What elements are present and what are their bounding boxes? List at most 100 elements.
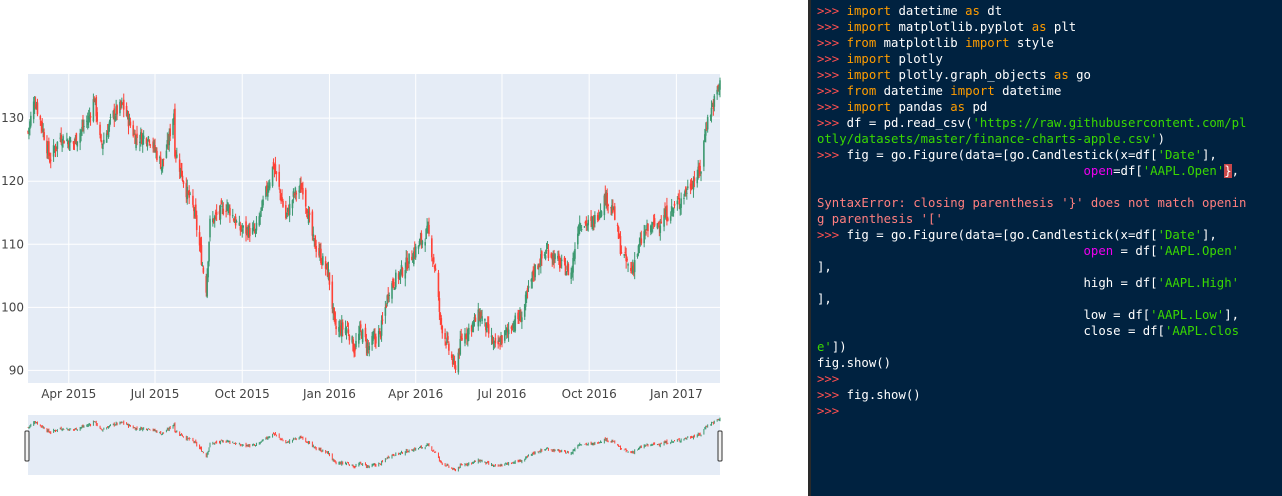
candle-increasing[interactable] bbox=[524, 291, 527, 311]
candle-increasing[interactable] bbox=[126, 110, 129, 120]
candle-increasing[interactable] bbox=[719, 77, 721, 98]
candle-increasing[interactable] bbox=[598, 212, 601, 220]
candle-increasing[interactable] bbox=[29, 119, 31, 136]
candle-decreasing[interactable] bbox=[393, 278, 395, 290]
candle-decreasing[interactable] bbox=[200, 236, 203, 266]
candle-increasing[interactable] bbox=[384, 300, 387, 324]
candle-decreasing[interactable] bbox=[279, 188, 281, 201]
candle-decreasing[interactable] bbox=[532, 266, 535, 282]
candle-increasing[interactable] bbox=[254, 228, 257, 238]
candle-increasing[interactable] bbox=[623, 253, 626, 259]
candle-increasing[interactable] bbox=[592, 216, 594, 231]
candle-increasing[interactable] bbox=[704, 128, 706, 143]
candle-decreasing[interactable] bbox=[273, 163, 276, 178]
candle-decreasing[interactable] bbox=[136, 125, 138, 146]
candle-decreasing[interactable] bbox=[39, 114, 42, 126]
candle-decreasing[interactable] bbox=[407, 261, 409, 269]
candle-increasing[interactable] bbox=[679, 203, 681, 216]
candle-decreasing[interactable] bbox=[100, 133, 102, 143]
candle-increasing[interactable] bbox=[697, 160, 699, 180]
candle-increasing[interactable] bbox=[686, 179, 689, 190]
candle-decreasing[interactable] bbox=[618, 233, 621, 239]
candle-decreasing[interactable] bbox=[280, 192, 282, 204]
candle-decreasing[interactable] bbox=[152, 137, 154, 153]
candle-increasing[interactable] bbox=[94, 98, 97, 106]
candle-decreasing[interactable] bbox=[584, 220, 587, 226]
candle-increasing[interactable] bbox=[686, 188, 688, 200]
candle-decreasing[interactable] bbox=[214, 209, 217, 220]
candle-decreasing[interactable] bbox=[626, 256, 628, 263]
candle-decreasing[interactable] bbox=[127, 110, 130, 135]
candle-increasing[interactable] bbox=[452, 354, 455, 365]
candle-increasing[interactable] bbox=[56, 141, 59, 158]
candle-decreasing[interactable] bbox=[693, 170, 696, 188]
candle-decreasing[interactable] bbox=[116, 104, 118, 121]
candle-increasing[interactable] bbox=[523, 303, 526, 320]
candle-increasing[interactable] bbox=[481, 309, 483, 325]
candle-increasing[interactable] bbox=[260, 207, 262, 217]
candle-increasing[interactable] bbox=[663, 208, 665, 232]
candle-decreasing[interactable] bbox=[193, 204, 195, 219]
candle-decreasing[interactable] bbox=[539, 258, 541, 268]
candle-decreasing[interactable] bbox=[169, 123, 171, 142]
candle-increasing[interactable] bbox=[32, 96, 35, 124]
candle-decreasing[interactable] bbox=[132, 120, 135, 138]
candle-decreasing[interactable] bbox=[314, 234, 317, 249]
candle-decreasing[interactable] bbox=[411, 250, 413, 261]
candle-increasing[interactable] bbox=[386, 294, 389, 307]
candle-increasing[interactable] bbox=[479, 308, 481, 327]
candle-decreasing[interactable] bbox=[551, 252, 554, 267]
candle-increasing[interactable] bbox=[399, 269, 402, 284]
candle-decreasing[interactable] bbox=[563, 255, 566, 266]
candle-decreasing[interactable] bbox=[234, 213, 237, 229]
candle-decreasing[interactable] bbox=[46, 135, 48, 159]
candle-increasing[interactable] bbox=[307, 205, 310, 225]
candle-increasing[interactable] bbox=[105, 130, 108, 143]
candle-increasing[interactable] bbox=[139, 134, 141, 152]
candle-increasing[interactable] bbox=[504, 330, 506, 344]
candle-decreasing[interactable] bbox=[624, 246, 627, 256]
candle-increasing[interactable] bbox=[704, 122, 707, 143]
candle-increasing[interactable] bbox=[179, 167, 182, 179]
candle-decreasing[interactable] bbox=[511, 323, 514, 331]
candle-increasing[interactable] bbox=[147, 135, 150, 142]
candle-decreasing[interactable] bbox=[486, 316, 489, 328]
candle-increasing[interactable] bbox=[421, 239, 424, 249]
candle-decreasing[interactable] bbox=[470, 324, 473, 337]
candle-decreasing[interactable] bbox=[607, 203, 609, 214]
candle-increasing[interactable] bbox=[684, 189, 686, 197]
range-slider-background[interactable] bbox=[28, 415, 720, 475]
candle-increasing[interactable] bbox=[560, 254, 563, 269]
candle-decreasing[interactable] bbox=[140, 129, 143, 145]
candle-decreasing[interactable] bbox=[440, 315, 443, 330]
candle-decreasing[interactable] bbox=[466, 327, 468, 345]
candle-decreasing[interactable] bbox=[506, 323, 509, 338]
candle-increasing[interactable] bbox=[261, 199, 263, 211]
candle-increasing[interactable] bbox=[61, 138, 63, 152]
candle-decreasing[interactable] bbox=[374, 328, 376, 348]
candle-decreasing[interactable] bbox=[448, 341, 450, 356]
candle-decreasing[interactable] bbox=[517, 309, 519, 324]
candle-decreasing[interactable] bbox=[229, 204, 231, 223]
candle-increasing[interactable] bbox=[716, 86, 718, 100]
candle-increasing[interactable] bbox=[554, 252, 556, 263]
candle-increasing[interactable] bbox=[427, 221, 429, 234]
candle-increasing[interactable] bbox=[703, 139, 705, 172]
candle-increasing[interactable] bbox=[262, 195, 264, 208]
candle-decreasing[interactable] bbox=[218, 205, 221, 221]
candle-decreasing[interactable] bbox=[520, 309, 522, 323]
candle-decreasing[interactable] bbox=[487, 316, 490, 338]
candle-increasing[interactable] bbox=[173, 109, 175, 126]
candle-decreasing[interactable] bbox=[295, 190, 298, 202]
candle-increasing[interactable] bbox=[538, 263, 540, 276]
candle-decreasing[interactable] bbox=[559, 257, 562, 268]
candle-increasing[interactable] bbox=[361, 328, 364, 345]
candle-increasing[interactable] bbox=[103, 132, 105, 145]
candle-increasing[interactable] bbox=[605, 189, 608, 209]
candle-increasing[interactable] bbox=[312, 226, 315, 242]
candle-decreasing[interactable] bbox=[225, 204, 227, 218]
candle-decreasing[interactable] bbox=[311, 209, 314, 241]
candle-increasing[interactable] bbox=[161, 158, 164, 173]
candle-decreasing[interactable] bbox=[34, 96, 37, 110]
candle-decreasing[interactable] bbox=[75, 132, 78, 146]
